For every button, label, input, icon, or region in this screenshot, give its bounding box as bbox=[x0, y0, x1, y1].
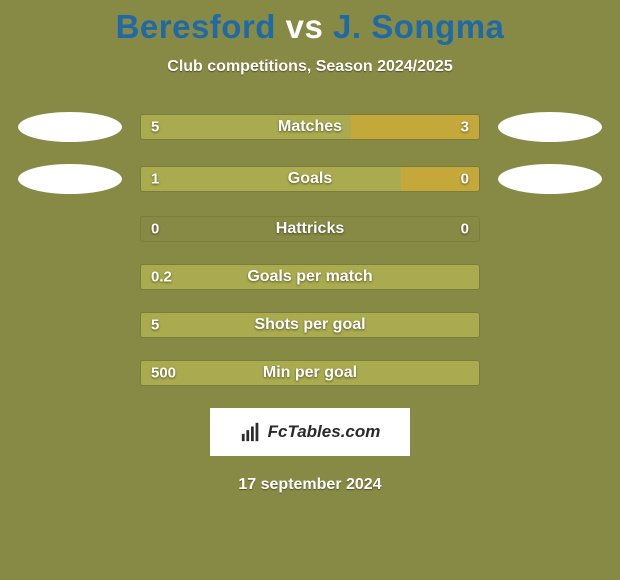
stat-bar: 0.2 Goals per match bbox=[140, 264, 480, 290]
player1-name: Beresford bbox=[116, 8, 276, 45]
brand-badge: FcTables.com bbox=[210, 408, 410, 456]
stat-bar: 1 0 Goals bbox=[140, 166, 480, 192]
brand-text: FcTables.com bbox=[268, 422, 381, 442]
left-value: 5 bbox=[151, 317, 159, 334]
brand-icon bbox=[240, 421, 262, 443]
player1-oval bbox=[18, 112, 122, 142]
stat-bar: 5 3 Matches bbox=[140, 114, 480, 140]
stat-row: 500 Min per goal bbox=[0, 360, 620, 386]
player2-name: J. Songma bbox=[333, 8, 504, 45]
stat-row: 0.2 Goals per match bbox=[0, 264, 620, 290]
stat-row: 0 0 Hattricks bbox=[0, 216, 620, 242]
right-value: 3 bbox=[461, 119, 469, 136]
metric-label: Shots per goal bbox=[254, 316, 365, 334]
bar-left-fill bbox=[141, 167, 401, 191]
metric-label: Min per goal bbox=[263, 364, 357, 382]
vs-text: vs bbox=[286, 8, 324, 45]
stat-bar: 5 Shots per goal bbox=[140, 312, 480, 338]
metric-label: Goals bbox=[288, 170, 332, 188]
subtitle: Club competitions, Season 2024/2025 bbox=[0, 58, 620, 76]
left-value: 0.2 bbox=[151, 269, 172, 286]
left-value: 1 bbox=[151, 171, 159, 188]
stat-row: 1 0 Goals bbox=[0, 164, 620, 194]
stat-row: 5 Shots per goal bbox=[0, 312, 620, 338]
stat-bar: 500 Min per goal bbox=[140, 360, 480, 386]
right-value: 0 bbox=[461, 221, 469, 238]
left-value: 500 bbox=[151, 365, 176, 382]
right-value: 0 bbox=[461, 171, 469, 188]
metric-label: Matches bbox=[278, 118, 342, 136]
player1-oval bbox=[18, 164, 122, 194]
left-value: 0 bbox=[151, 221, 159, 238]
player2-oval bbox=[498, 112, 602, 142]
metric-label: Hattricks bbox=[276, 220, 344, 238]
metric-label: Goals per match bbox=[247, 268, 372, 286]
page-title: Beresford vs J. Songma bbox=[0, 0, 620, 46]
player2-oval bbox=[498, 164, 602, 194]
stat-rows: 5 3 Matches 1 0 Goals 0 0 Hattricks 0.2 Goals per … bbox=[0, 112, 620, 386]
date-text: 17 september 2024 bbox=[0, 476, 620, 494]
stat-row: 5 3 Matches bbox=[0, 112, 620, 142]
left-value: 5 bbox=[151, 119, 159, 136]
stat-bar: 0 0 Hattricks bbox=[140, 216, 480, 242]
